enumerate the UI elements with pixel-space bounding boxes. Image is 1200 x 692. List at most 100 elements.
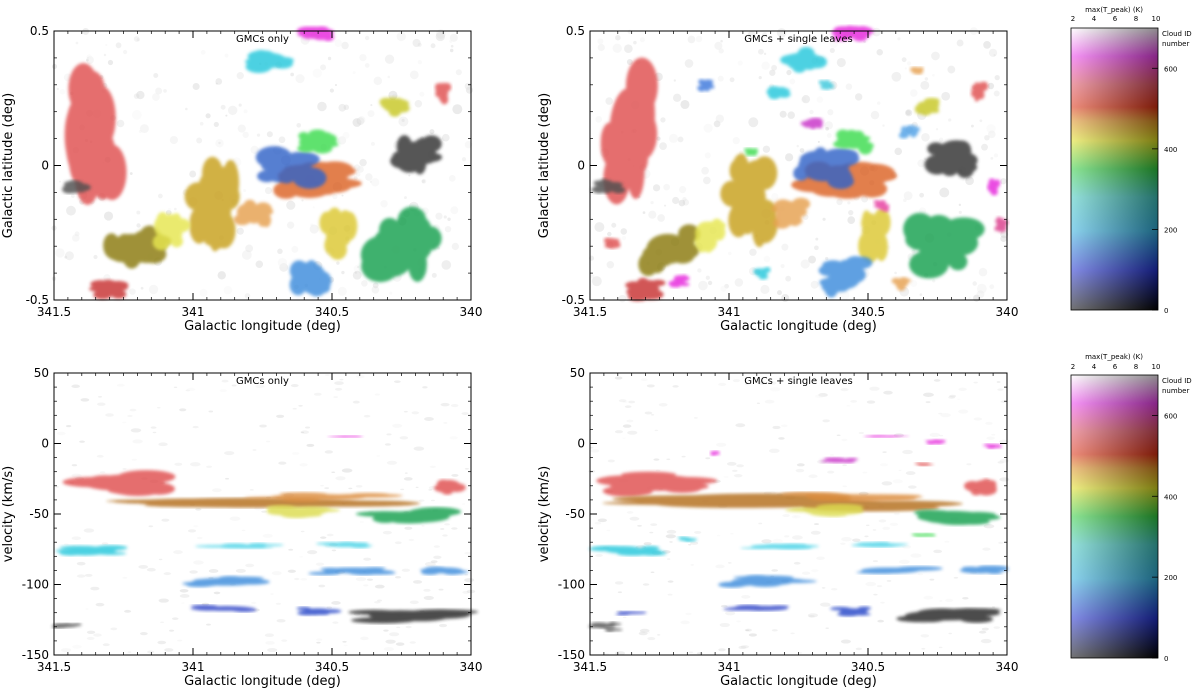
- emission-speck: [878, 519, 887, 523]
- cloud-blob: [289, 260, 332, 297]
- emission-speck: [902, 449, 913, 455]
- emission-speck: [148, 284, 159, 295]
- cloud-lobe: [986, 571, 1003, 574]
- emission-speck: [441, 133, 450, 142]
- emission-speck: [836, 57, 846, 68]
- cloud-lobe: [830, 606, 851, 611]
- emission-speck: [93, 633, 102, 637]
- emission-speck: [776, 290, 782, 296]
- emission-speck: [265, 440, 271, 443]
- panel-title: GMCs only: [236, 34, 289, 45]
- emission-speck: [730, 533, 734, 535]
- cloud-lobe: [660, 496, 754, 501]
- emission-speck: [917, 573, 924, 576]
- cloud-lobe: [995, 219, 1001, 224]
- emission-speck: [164, 648, 174, 652]
- emission-speck: [653, 458, 660, 461]
- colorbar-top-tick: 6: [1113, 15, 1118, 23]
- emission-speck: [656, 136, 661, 141]
- emission-speck: [749, 248, 757, 256]
- emission-speck: [667, 558, 671, 560]
- emission-speck: [768, 381, 777, 385]
- emission-speck: [444, 523, 450, 526]
- emission-speck: [129, 288, 136, 295]
- emission-speck: [816, 462, 820, 464]
- cloud-lobe: [435, 484, 445, 491]
- emission-speck: [84, 573, 93, 577]
- emission-speck: [790, 632, 795, 635]
- emission-speck: [451, 473, 459, 477]
- emission-speck: [354, 271, 358, 274]
- cloud-lobe: [363, 567, 386, 570]
- emission-speck: [405, 625, 412, 629]
- emission-speck: [461, 412, 469, 415]
- emission-speck: [962, 596, 969, 600]
- emission-speck: [693, 417, 698, 419]
- emission-speck: [369, 180, 373, 183]
- emission-speck: [761, 32, 768, 38]
- cloud-blob: [914, 97, 940, 116]
- panel-title: GMCs only: [236, 376, 289, 387]
- emission-speck: [929, 578, 935, 581]
- emission-speck: [377, 599, 383, 602]
- emission-speck: [793, 561, 801, 565]
- emission-speck: [769, 387, 781, 392]
- emission-speck: [387, 75, 390, 79]
- cloud-lobe: [684, 540, 693, 542]
- emission-speck: [747, 31, 756, 40]
- emission-speck: [163, 572, 172, 576]
- cloud-lobe: [734, 153, 749, 196]
- y-tick-label: -100: [558, 578, 585, 592]
- emission-speck: [318, 584, 326, 588]
- emission-speck: [464, 140, 473, 149]
- cloud-lobe: [590, 622, 607, 626]
- emission-speck: [332, 621, 339, 624]
- emission-speck: [411, 411, 420, 415]
- emission-speck: [678, 199, 686, 207]
- emission-speck: [780, 263, 785, 269]
- emission-speck: [905, 471, 916, 476]
- cloud-lobe: [344, 542, 369, 545]
- emission-speck: [989, 284, 995, 290]
- cloud-lobe: [891, 277, 902, 284]
- cloud-lobe: [258, 207, 274, 216]
- cloud-lobe: [287, 165, 309, 179]
- cloud-lobe: [924, 97, 940, 103]
- emission-speck: [312, 206, 315, 209]
- emission-speck: [86, 54, 92, 60]
- emission-speck: [380, 200, 388, 208]
- emission-speck: [920, 634, 930, 638]
- emission-speck: [360, 636, 369, 641]
- emission-speck: [205, 113, 211, 119]
- emission-speck: [848, 210, 854, 216]
- emission-speck: [978, 267, 988, 277]
- emission-speck: [423, 595, 434, 600]
- emission-speck: [756, 381, 766, 385]
- colorbar-id-tick-label: 600: [1164, 412, 1177, 420]
- emission-speck: [352, 118, 362, 127]
- emission-speck: [179, 593, 190, 598]
- cloud-lobe: [394, 97, 402, 104]
- emission-speck: [129, 172, 133, 175]
- emission-speck: [994, 74, 1000, 81]
- emission-speck: [990, 156, 994, 160]
- emission-speck: [115, 42, 122, 49]
- cloud-blob: [863, 434, 909, 438]
- emission-speck: [301, 199, 304, 202]
- emission-speck: [941, 91, 951, 101]
- emission-speck: [682, 197, 687, 202]
- y-tick-label: -0.5: [26, 293, 49, 307]
- cloud-lobe: [677, 536, 688, 540]
- cloud-lobe: [277, 494, 345, 498]
- cloud-lobe: [633, 78, 653, 136]
- emission-speck: [956, 39, 964, 47]
- emission-speck: [412, 580, 423, 584]
- emission-speck: [815, 237, 819, 241]
- emission-speck: [461, 157, 467, 162]
- emission-speck: [688, 544, 692, 546]
- emission-speck: [979, 119, 983, 123]
- cloud-lobe: [927, 533, 935, 536]
- emission-speck: [845, 83, 853, 90]
- emission-speck: [932, 73, 935, 77]
- cloud-lobe: [651, 279, 666, 286]
